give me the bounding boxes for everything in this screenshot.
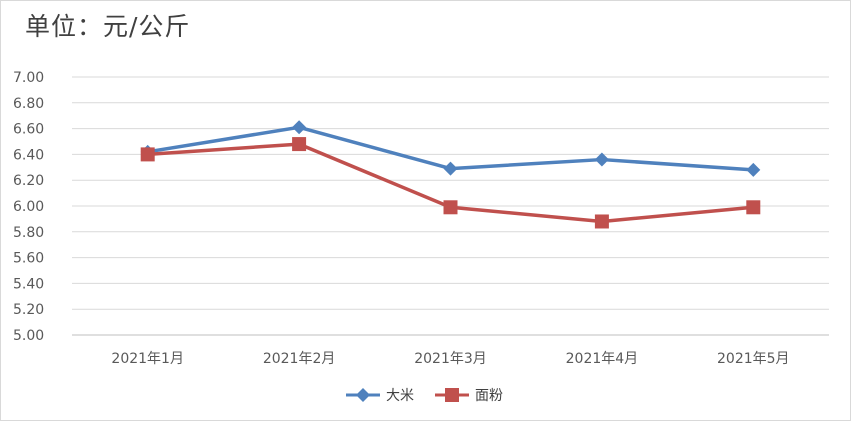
y-tick-label: 6.00 — [13, 199, 44, 215]
y-tick-label: 5.40 — [13, 276, 44, 292]
series-group — [140, 120, 761, 229]
data-point-diamond — [356, 388, 370, 402]
data-point-square — [140, 147, 155, 162]
y-tick-label: 5.80 — [13, 225, 44, 241]
data-point-square — [746, 200, 761, 215]
series-2 — [140, 137, 761, 229]
y-tick-label: 6.60 — [13, 122, 44, 138]
x-tick-label: 2021年5月 — [717, 351, 790, 367]
y-tick-label: 6.40 — [13, 147, 44, 163]
data-point-square — [594, 214, 609, 229]
legend: 大米 面粉 — [346, 388, 503, 404]
x-tick-label: 2021年4月 — [566, 351, 639, 367]
legend-item: 面粉 — [435, 388, 503, 404]
data-point-square — [443, 200, 458, 215]
y-tick-label: 7.00 — [13, 70, 44, 86]
data-point-diamond — [594, 152, 609, 167]
legend-item: 大米 — [346, 388, 414, 404]
gridlines — [72, 76, 829, 336]
y-tick-label: 5.00 — [13, 328, 44, 344]
x-axis-ticks: 2021年1月 2021年2月 2021年3月 2021年4月 2021年5月 — [111, 351, 789, 367]
data-point-diamond — [746, 162, 761, 177]
unit-label: 单位：元/公斤 — [25, 12, 191, 41]
y-tick-label: 6.20 — [13, 173, 44, 189]
legend-label: 大米 — [386, 388, 414, 404]
data-point-square — [445, 388, 459, 402]
y-tick-label: 6.80 — [13, 96, 44, 112]
y-tick-label: 5.60 — [13, 251, 44, 267]
x-tick-label: 2021年1月 — [111, 351, 184, 367]
y-axis-ticks: 5.00 5.20 5.40 5.60 5.80 6.00 6.20 6.40 6.60 6.80… — [13, 70, 44, 344]
x-tick-label: 2021年2月 — [263, 351, 336, 367]
legend-label: 面粉 — [475, 388, 503, 404]
x-tick-label: 2021年3月 — [414, 351, 487, 367]
data-point-square — [292, 137, 307, 152]
data-point-diamond — [292, 120, 307, 135]
y-tick-label: 5.20 — [13, 302, 44, 318]
data-point-diamond — [443, 161, 458, 176]
